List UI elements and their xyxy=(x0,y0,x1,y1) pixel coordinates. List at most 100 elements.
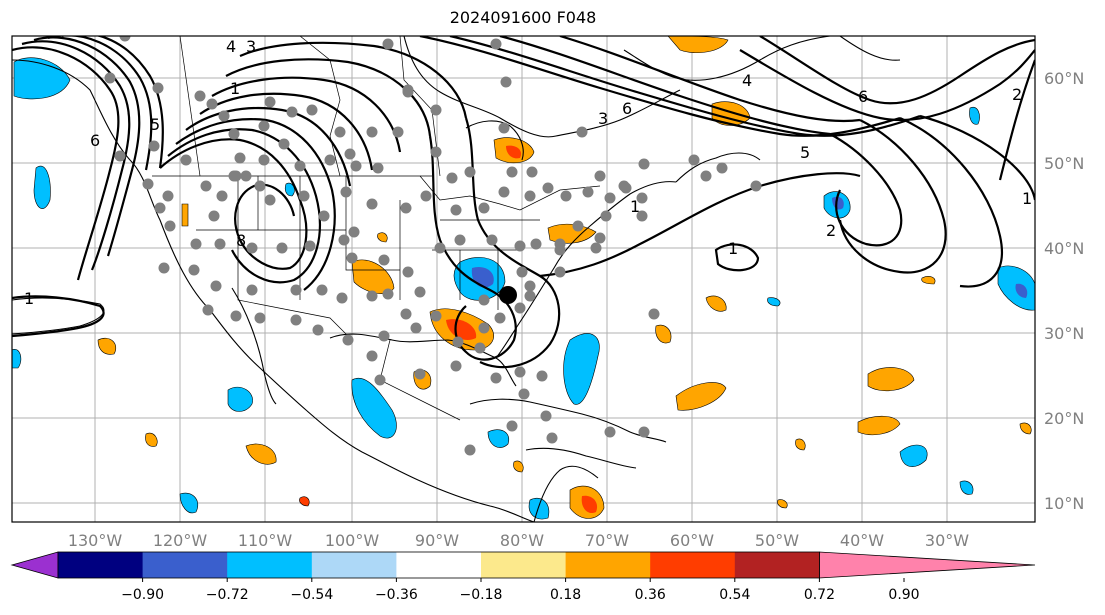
station-dot xyxy=(294,160,306,172)
station-dot xyxy=(206,98,218,110)
contour-lines xyxy=(12,36,1035,369)
station-dot xyxy=(324,154,336,166)
station-dot xyxy=(430,104,442,116)
lon-tick-label: 60°W xyxy=(670,531,714,550)
station-dot xyxy=(338,234,350,246)
station-dot xyxy=(258,154,270,166)
station-dot xyxy=(346,252,358,264)
station-dot xyxy=(210,280,222,292)
lat-tick-label: 10°N xyxy=(1044,494,1084,513)
station-dot xyxy=(202,304,214,316)
anomaly-blue-sub-atl xyxy=(899,444,928,467)
station-dot xyxy=(478,294,490,306)
station-dot xyxy=(208,210,220,222)
lon-tick-label: 110°W xyxy=(238,531,293,550)
station-dot xyxy=(430,310,442,322)
station-dot xyxy=(420,190,432,202)
station-dot xyxy=(264,194,276,206)
station-dot xyxy=(382,38,394,50)
colorbar-segment xyxy=(481,552,567,578)
lon-tick-label: 70°W xyxy=(585,531,629,550)
station-dot xyxy=(180,154,192,166)
contour-label: 5 xyxy=(150,115,160,134)
station-dot xyxy=(530,238,542,250)
station-dot xyxy=(366,126,378,138)
anomaly-blue-atlantic-1 xyxy=(563,333,600,405)
station-dot xyxy=(194,90,206,102)
lat-tick-label: 50°N xyxy=(1044,154,1084,173)
lon-tick-label: 80°W xyxy=(500,531,544,550)
contour-labels: 1 1 1 1 2 2 3 3 4 4 5 5 6 6 6 8 1 xyxy=(24,37,1032,308)
map-area xyxy=(12,36,1035,522)
contour-label: 1 xyxy=(630,197,640,216)
station-dot xyxy=(594,170,606,182)
station-dot xyxy=(114,150,126,162)
colorbar-extend-high xyxy=(819,551,1036,579)
lon-tick-label: 100°W xyxy=(325,531,380,550)
lon-tick-label: 120°W xyxy=(153,531,208,550)
station-dot xyxy=(604,192,616,204)
lon-tick-label: 130°W xyxy=(68,531,123,550)
anomaly-blue-pacific-2 xyxy=(227,386,253,412)
anomaly-orange-atl-3 xyxy=(857,415,901,436)
lat-tick-label: 40°N xyxy=(1044,239,1084,258)
station-dot xyxy=(312,324,324,336)
station-dot xyxy=(119,36,131,42)
station-dot xyxy=(400,202,412,214)
contour-label: 1 xyxy=(728,239,738,258)
colorbar-extend-low xyxy=(10,551,59,579)
station-dot xyxy=(234,152,246,164)
colorbar-tick-label: 0.18 xyxy=(550,587,581,603)
station-dot xyxy=(542,182,554,194)
station-dots xyxy=(104,36,762,456)
station-dot xyxy=(334,126,346,138)
station-dot xyxy=(590,242,602,254)
contour-label: 6 xyxy=(90,131,100,150)
station-dot xyxy=(526,166,538,178)
station-dot xyxy=(258,120,270,132)
colorbar-tick-label: −0.36 xyxy=(375,587,418,603)
station-dot xyxy=(506,166,518,178)
colorbar-tick-label: 0.54 xyxy=(719,587,750,603)
station-dot xyxy=(486,234,498,246)
station-dot xyxy=(142,178,154,190)
station-dot xyxy=(216,190,228,202)
station-dot xyxy=(218,110,230,122)
contour-label: 2 xyxy=(826,221,836,240)
station-dot xyxy=(554,266,566,278)
station-dot xyxy=(594,232,606,244)
station-dot xyxy=(214,238,226,250)
lon-tick-label: 50°W xyxy=(755,531,799,550)
station-dot xyxy=(392,126,404,138)
station-dot xyxy=(246,284,258,296)
station-dot xyxy=(264,96,276,108)
longitude-labels: 130°W 120°W 110°W 100°W 90°W 80°W 70°W 60°W 50°W… xyxy=(68,531,969,550)
anomaly-orange-atl-2 xyxy=(867,367,915,392)
station-dot xyxy=(546,432,558,444)
station-dot xyxy=(230,170,242,182)
colorbar-segment xyxy=(142,552,228,578)
station-dot xyxy=(636,210,648,222)
contour-label: 5 xyxy=(800,143,810,162)
station-dot xyxy=(716,162,728,174)
station-dot xyxy=(572,220,584,232)
station-dot xyxy=(276,242,288,254)
contour-label: 8 xyxy=(236,231,246,250)
station-dot xyxy=(316,284,328,296)
station-dot xyxy=(618,180,630,192)
station-dot xyxy=(342,334,354,346)
station-dot xyxy=(378,254,390,266)
anomaly-blue-mexico xyxy=(351,377,397,439)
station-dot xyxy=(304,240,316,252)
station-dot xyxy=(500,76,512,88)
station-dot xyxy=(498,122,510,134)
station-dot xyxy=(494,312,506,324)
station-dot xyxy=(366,290,378,302)
station-dot xyxy=(246,242,258,254)
station-dot xyxy=(516,266,528,278)
station-dot xyxy=(410,322,422,334)
contour-label: 1 xyxy=(1022,189,1032,208)
station-dot xyxy=(524,280,536,292)
station-dot xyxy=(434,242,446,254)
